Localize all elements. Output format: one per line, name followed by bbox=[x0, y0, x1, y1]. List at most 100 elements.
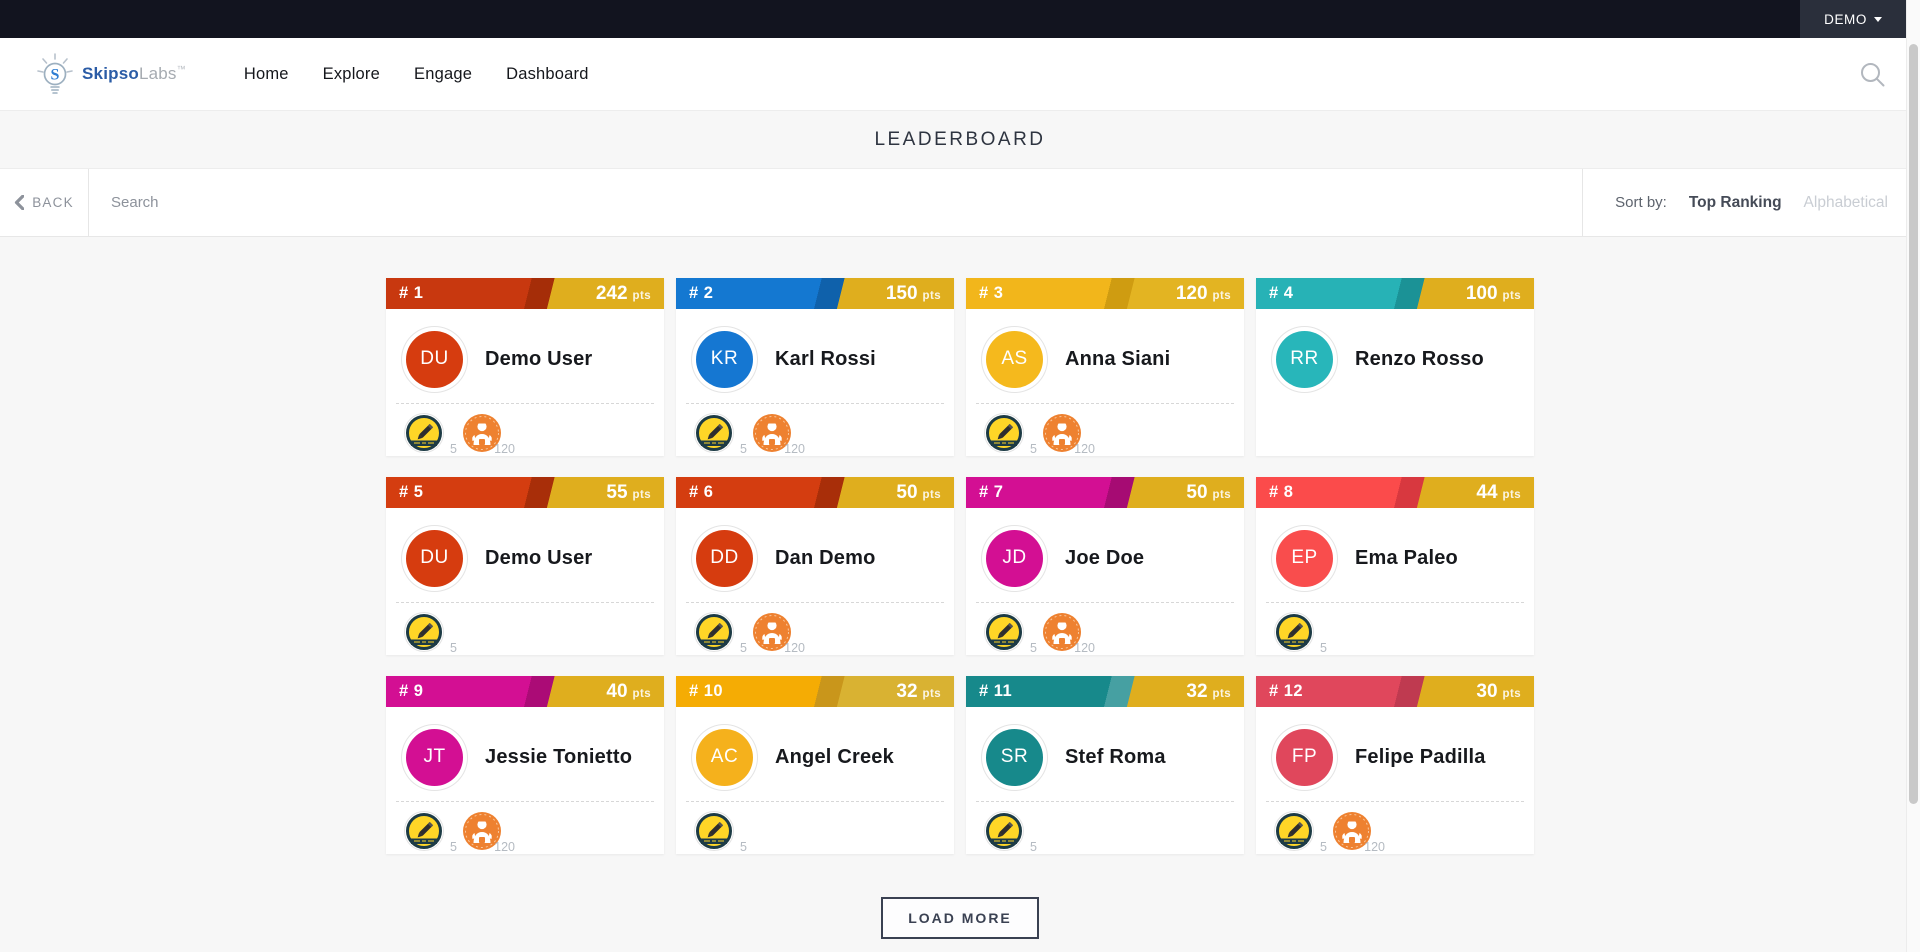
pencil-badge[interactable]: 5 bbox=[1274, 811, 1327, 854]
badge-count: 5 bbox=[740, 442, 747, 456]
member-name[interactable]: Demo User bbox=[485, 347, 593, 370]
member-name[interactable]: Demo User bbox=[485, 546, 593, 569]
nav-item-home[interactable]: Home bbox=[243, 64, 289, 83]
points-unit: pts bbox=[632, 488, 651, 501]
avatar[interactable]: JD bbox=[986, 529, 1043, 587]
strong-person-medal-icon bbox=[753, 613, 791, 651]
badge-count: 5 bbox=[450, 840, 457, 854]
pencil-badge[interactable]: 5 bbox=[694, 612, 747, 655]
pencil-badge[interactable]: 5 bbox=[984, 811, 1037, 854]
champion-badge[interactable]: 120 bbox=[1042, 612, 1095, 655]
card-body: DD Dan Demo bbox=[676, 516, 954, 600]
avatar[interactable]: EP bbox=[1276, 529, 1333, 587]
pencil-badge[interactable]: 5 bbox=[984, 413, 1037, 456]
card-body: EP Ema Paleo bbox=[1256, 516, 1534, 600]
avatar[interactable]: KR bbox=[696, 330, 753, 388]
points-value: 50 bbox=[1186, 481, 1208, 503]
rank-label: # 6 bbox=[689, 483, 714, 501]
points-value: 30 bbox=[1476, 680, 1498, 702]
pencil-badge[interactable]: 5 bbox=[404, 811, 457, 854]
avatar[interactable]: AS bbox=[986, 330, 1043, 388]
scrollbar-thumb[interactable] bbox=[1909, 44, 1918, 804]
badge-count: 5 bbox=[1030, 442, 1037, 456]
avatar[interactable]: FP bbox=[1276, 728, 1333, 786]
rank-ribbon: # 3 120 pts bbox=[966, 278, 1244, 309]
sort-option-alphabetical[interactable]: Alphabetical bbox=[1803, 193, 1888, 211]
leaderboard-card[interactable]: # 4 100 pts RR Renzo Rosso bbox=[1256, 278, 1534, 456]
leaderboard-card[interactable]: # 10 32 pts AC Angel Creek 5 bbox=[676, 676, 954, 854]
badge-row: 5 120 bbox=[1266, 801, 1524, 854]
pencil-badge[interactable]: 5 bbox=[1274, 612, 1327, 655]
member-name[interactable]: Karl Rossi bbox=[775, 347, 876, 370]
search-input[interactable] bbox=[89, 169, 1583, 236]
member-name[interactable]: Stef Roma bbox=[1065, 745, 1166, 768]
member-name[interactable]: Felipe Padilla bbox=[1355, 745, 1486, 768]
pencil-badge[interactable]: 5 bbox=[694, 413, 747, 456]
chevron-left-icon bbox=[15, 195, 25, 210]
sort-by-label: Sort by: bbox=[1615, 194, 1667, 211]
account-label: DEMO bbox=[1824, 11, 1867, 27]
avatar[interactable]: DU bbox=[406, 330, 463, 388]
pencil-badge[interactable]: 5 bbox=[404, 612, 457, 655]
pencil-badge[interactable]: 5 bbox=[404, 413, 457, 456]
leaderboard-card[interactable]: # 7 50 pts JD Joe Doe 5 bbox=[966, 477, 1244, 655]
pencil-medal-icon bbox=[984, 413, 1024, 453]
badge-count: 5 bbox=[450, 641, 457, 655]
champion-badge[interactable]: 120 bbox=[462, 811, 515, 854]
strong-person-medal-icon bbox=[753, 414, 791, 452]
leaderboard-card[interactable]: # 2 150 pts KR Karl Rossi 5 bbox=[676, 278, 954, 456]
leaderboard-card[interactable]: # 12 30 pts FP Felipe Padilla 5 bbox=[1256, 676, 1534, 854]
avatar[interactable]: AC bbox=[696, 728, 753, 786]
champion-badge[interactable]: 120 bbox=[752, 413, 805, 456]
rank-ribbon: # 5 55 pts bbox=[386, 477, 664, 508]
sort-option-top-ranking[interactable]: Top Ranking bbox=[1688, 193, 1782, 211]
pencil-badge[interactable]: 5 bbox=[694, 811, 747, 854]
avatar[interactable]: RR bbox=[1276, 330, 1333, 388]
avatar[interactable]: DD bbox=[696, 529, 753, 587]
badge-row: 5 bbox=[396, 602, 654, 655]
brand-logo[interactable]: S SkipsoLabs™ bbox=[34, 51, 186, 97]
badge-row: 5 120 bbox=[396, 801, 654, 854]
pencil-medal-icon bbox=[694, 413, 734, 453]
page-scrollbar[interactable] bbox=[1906, 0, 1920, 952]
strong-person-medal-icon bbox=[463, 812, 501, 850]
champion-badge[interactable]: 120 bbox=[752, 612, 805, 655]
member-name[interactable]: Anna Siani bbox=[1065, 347, 1171, 370]
back-label: BACK bbox=[32, 195, 74, 210]
champion-badge[interactable]: 120 bbox=[462, 413, 515, 456]
leaderboard-card[interactable]: # 6 50 pts DD Dan Demo 5 bbox=[676, 477, 954, 655]
leaderboard-card[interactable]: # 1 242 pts DU Demo User 5 bbox=[386, 278, 664, 456]
nav-item-explore[interactable]: Explore bbox=[322, 64, 381, 83]
account-dropdown-button[interactable]: DEMO bbox=[1800, 0, 1906, 38]
leaderboard-card[interactable]: # 5 55 pts DU Demo User 5 bbox=[386, 477, 664, 655]
member-name[interactable]: Ema Paleo bbox=[1355, 546, 1458, 569]
nav-item-engage[interactable]: Engage bbox=[414, 64, 473, 83]
member-name[interactable]: Angel Creek bbox=[775, 745, 894, 768]
leaderboard-card[interactable]: # 8 44 pts EP Ema Paleo 5 bbox=[1256, 477, 1534, 655]
leaderboard-card[interactable]: # 3 120 pts AS Anna Siani 5 bbox=[966, 278, 1244, 456]
avatar[interactable]: SR bbox=[986, 728, 1043, 786]
pencil-badge[interactable]: 5 bbox=[984, 612, 1037, 655]
card-body: DU Demo User bbox=[386, 516, 664, 600]
member-name[interactable]: Joe Doe bbox=[1065, 546, 1145, 569]
member-name[interactable]: Dan Demo bbox=[775, 546, 876, 569]
rank-ribbon: # 6 50 pts bbox=[676, 477, 954, 508]
member-name[interactable]: Jessie Tonietto bbox=[485, 745, 633, 768]
points: 40 pts bbox=[606, 681, 651, 703]
champion-badge[interactable]: 120 bbox=[1332, 811, 1385, 854]
strong-person-medal-icon bbox=[1043, 613, 1081, 651]
load-more-button[interactable]: LOAD MORE bbox=[881, 897, 1039, 939]
avatar[interactable]: JT bbox=[406, 728, 463, 786]
top-bar: DEMO bbox=[0, 0, 1920, 38]
nav-item-dashboard[interactable]: Dashboard bbox=[506, 64, 589, 83]
badge-count: 120 bbox=[784, 442, 805, 456]
champion-badge[interactable]: 120 bbox=[1042, 413, 1095, 456]
member-name[interactable]: Renzo Rosso bbox=[1355, 347, 1484, 370]
pencil-medal-icon bbox=[404, 811, 444, 851]
points-unit: pts bbox=[1502, 289, 1521, 302]
avatar[interactable]: DU bbox=[406, 529, 463, 587]
leaderboard-card[interactable]: # 11 32 pts SR Stef Roma 5 bbox=[966, 676, 1244, 854]
back-button[interactable]: BACK bbox=[0, 169, 88, 236]
leaderboard-card[interactable]: # 9 40 pts JT Jessie Tonietto 5 bbox=[386, 676, 664, 854]
header-search-button[interactable] bbox=[1859, 61, 1886, 88]
